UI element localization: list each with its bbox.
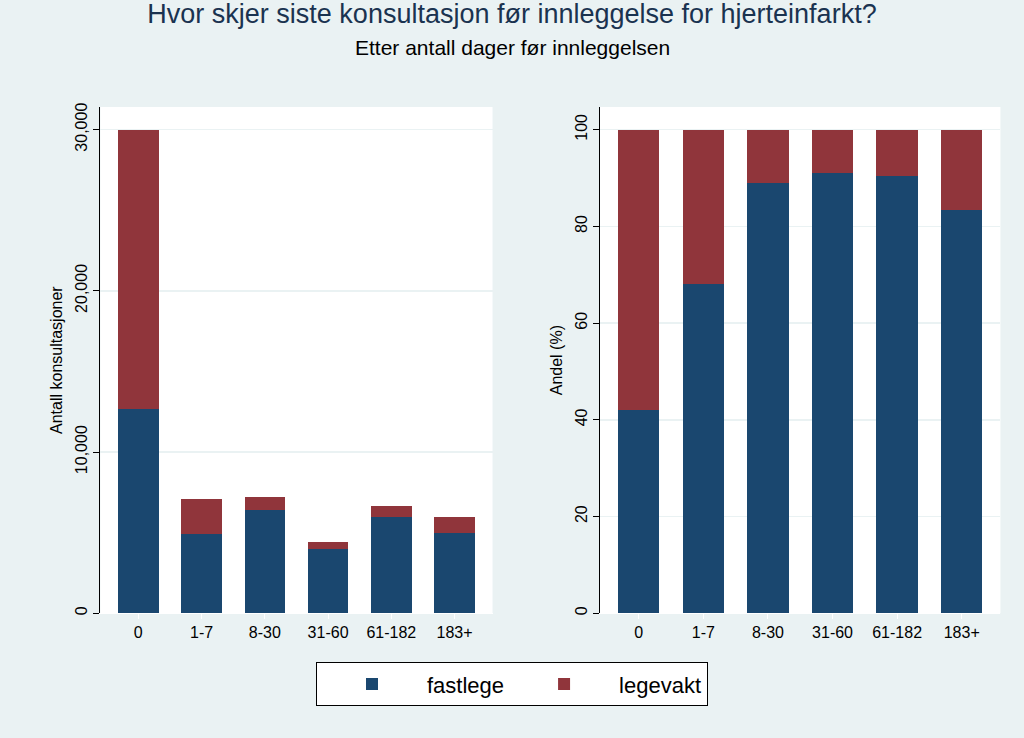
svg-text:80: 80 xyxy=(573,215,590,233)
svg-text:1-7: 1-7 xyxy=(692,624,715,641)
svg-text:Antall konsultasjoner: Antall konsultasjoner xyxy=(48,286,65,434)
svg-text:0: 0 xyxy=(634,624,643,641)
svg-text:10,000: 10,000 xyxy=(73,425,90,474)
svg-text:183+: 183+ xyxy=(437,624,473,641)
svg-text:40: 40 xyxy=(573,408,590,426)
svg-text:61-182: 61-182 xyxy=(872,624,922,641)
svg-text:183+: 183+ xyxy=(944,624,980,641)
svg-text:Andel (%): Andel (%) xyxy=(548,325,565,395)
svg-text:fastlege: fastlege xyxy=(427,673,504,698)
svg-text:100: 100 xyxy=(573,114,590,141)
svg-text:20: 20 xyxy=(573,505,590,523)
svg-text:0: 0 xyxy=(73,606,90,615)
svg-text:0: 0 xyxy=(573,606,590,615)
svg-text:0: 0 xyxy=(134,624,143,641)
svg-text:31-60: 31-60 xyxy=(812,624,853,641)
svg-text:8-30: 8-30 xyxy=(752,624,784,641)
svg-text:60: 60 xyxy=(573,312,590,330)
svg-text:legevakt: legevakt xyxy=(619,673,701,698)
svg-text:61-182: 61-182 xyxy=(366,624,416,641)
svg-text:30,000: 30,000 xyxy=(73,103,90,152)
svg-text:8-30: 8-30 xyxy=(249,624,281,641)
svg-text:Hvor skjer siste konsultasjon: Hvor skjer siste konsultasjon før innleg… xyxy=(147,0,876,29)
svg-text:31-60: 31-60 xyxy=(308,624,349,641)
svg-text:20,000: 20,000 xyxy=(73,264,90,313)
svg-text:1-7: 1-7 xyxy=(190,624,213,641)
svg-text:Etter antall dager før innlegg: Etter antall dager før innleggelsen xyxy=(355,36,670,59)
